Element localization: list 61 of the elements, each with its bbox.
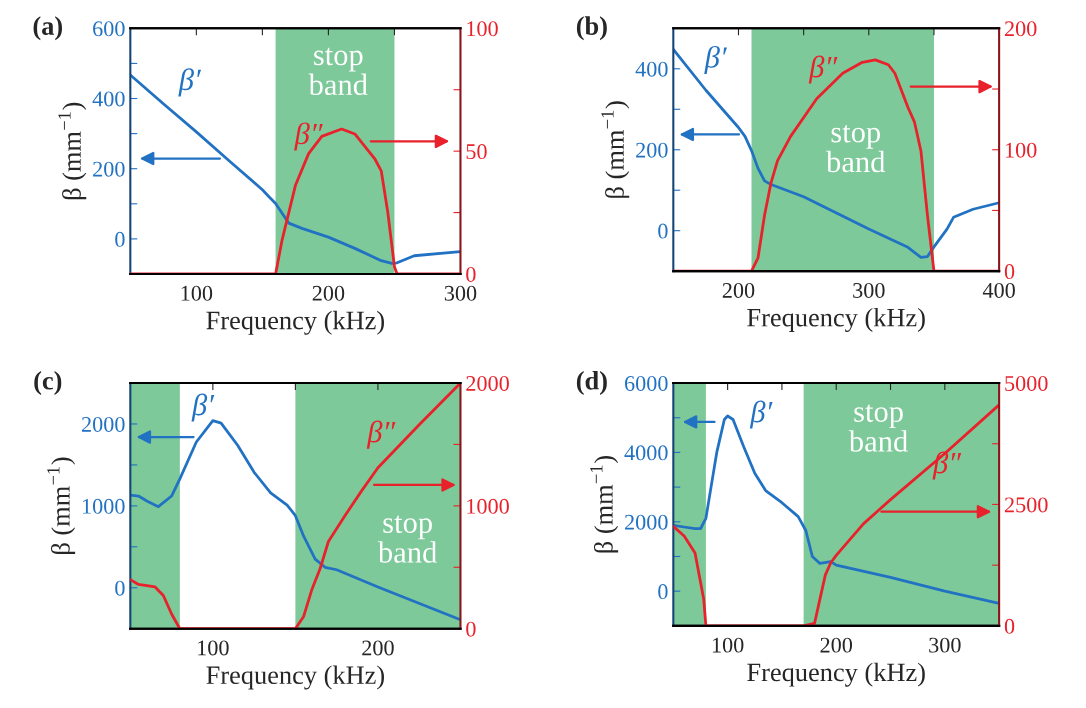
x-axis-title: Frequency (kHz) [206, 665, 384, 690]
band-label: stop band [848, 404, 908, 452]
y2-tick-label: 0 [1004, 264, 1015, 280]
chart-title: (b) [576, 16, 607, 41]
x-tick-label: 100 [181, 285, 213, 301]
y-tick-label: 0 [115, 580, 125, 596]
y-tick-label: 0 [658, 223, 668, 239]
y-tick-label: 400 [635, 61, 668, 77]
y2-tick-label: 5000 [1005, 375, 1048, 391]
chart-title: (c) [34, 371, 62, 395]
y-axis-title: β (mm$^{−1}$) [47, 457, 76, 554]
y-tick-label: 0 [115, 231, 125, 247]
x-axis-title: Frequency (kHz) [747, 662, 925, 687]
y-tick-label: 200 [636, 142, 668, 158]
chart-title: (a) [33, 16, 63, 41]
x-tick-label: 200 [312, 285, 345, 301]
y-tick-label: 0 [658, 584, 668, 600]
x-tick-label: 100 [198, 640, 229, 656]
series-label: β″ [366, 420, 396, 449]
x-tick-label: 300 [929, 637, 961, 653]
y2-tick-label: 50 [466, 144, 487, 160]
y2-tick-label: 100 [1005, 142, 1037, 158]
x-tick-label: 300 [853, 282, 885, 298]
y-tick-label: 600 [93, 21, 125, 37]
y2-tick-label: 2000 [466, 375, 509, 391]
y2-tick-label: 2500 [1004, 497, 1048, 513]
y-axis-title: β (mm$^{−1}$) [601, 101, 630, 198]
y-tick-label: 200 [93, 161, 125, 177]
chart-title: (d) [576, 371, 607, 395]
y-tick-label: 2000 [81, 416, 125, 432]
y2-tick-label: 0 [466, 621, 476, 637]
y-tick-label: 4000 [624, 445, 668, 461]
y2-tick-label: 100 [467, 21, 498, 37]
x-axis-title: Frequency (kHz) [206, 310, 384, 335]
band-label: stop band [826, 124, 886, 173]
x-tick-label: 100 [712, 637, 744, 653]
series-label: β″ [294, 122, 323, 151]
series-label: β′ [191, 393, 215, 422]
y-tick-label: 400 [92, 91, 125, 107]
x-axis-title: Frequency (kHz) [747, 307, 925, 332]
x-tick-label: 200 [362, 640, 394, 656]
y-tick-label: 2000 [624, 514, 668, 530]
x-tick-label: 200 [820, 637, 853, 653]
y2-tick-label: 0 [1004, 618, 1015, 634]
band-label: stop band [308, 47, 368, 96]
series-label: β″ [808, 55, 838, 84]
y-axis-title: β (mm$^{−1}$) [58, 102, 87, 200]
y-axis-title: β (mm$^{−1}$) [590, 456, 619, 553]
x-tick-label: 400 [982, 282, 1015, 298]
band-label: stop band [377, 515, 437, 563]
y2-tick-label: 0 [466, 266, 476, 282]
x-tick-label: 300 [444, 285, 477, 301]
series-label: β′ [178, 68, 202, 97]
x-tick-label: 200 [722, 282, 755, 298]
line-series [130, 383, 461, 629]
y2-tick-label: 1000 [467, 498, 509, 514]
y2-tick-label: 200 [1004, 21, 1037, 37]
y-tick-label: 1000 [82, 498, 125, 514]
y-tick-label: 6000 [624, 375, 668, 391]
series-label: β′ [704, 45, 727, 74]
series-label: β′ [749, 400, 773, 429]
